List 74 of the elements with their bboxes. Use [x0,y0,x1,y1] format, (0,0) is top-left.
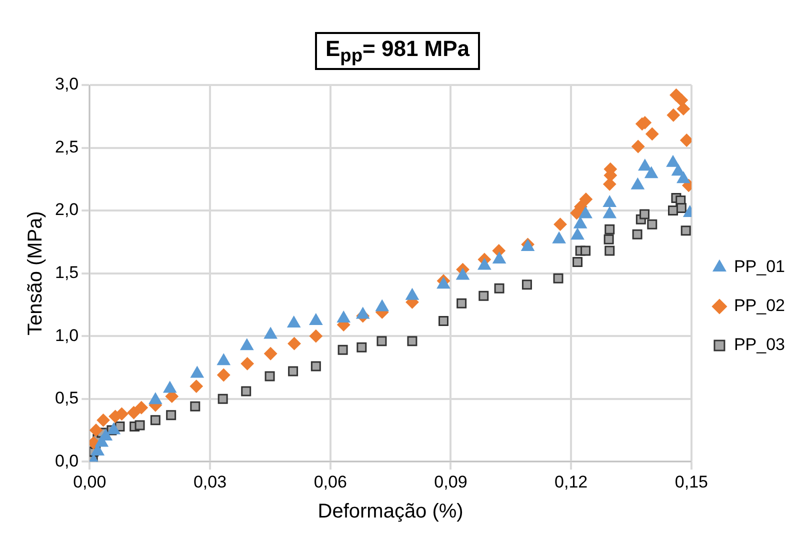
chart-title: E$_{pp}$= 981 MPa [315,32,480,70]
point [572,257,583,267]
point [356,342,367,352]
point [309,314,322,326]
point [674,94,688,107]
point [574,200,588,214]
point [240,357,254,370]
point [264,347,278,360]
x-axis-title: Deformação (%) [318,500,464,523]
point [676,203,686,214]
point [288,366,298,376]
point [494,283,504,294]
point [668,206,678,216]
point [241,386,252,396]
point [647,219,658,230]
point [604,224,615,234]
point [309,330,322,343]
point [632,229,642,240]
point [338,344,348,355]
point [127,406,140,420]
point [264,371,275,382]
point [646,127,659,140]
point [632,140,645,154]
x-tick-label: 0,15 [674,472,708,492]
y-tick-label: 0,0 [54,451,79,470]
point [190,380,203,393]
point [676,102,690,116]
point [604,234,614,244]
point [134,420,145,430]
y-tick-label: 1,0 [54,326,79,345]
point [522,280,532,290]
point [478,290,489,301]
point [90,424,103,437]
point [310,361,321,372]
point [553,273,564,284]
point [554,218,567,231]
point [604,246,615,256]
point [288,337,301,350]
y-axis-title: Tensão (MPa) [24,211,47,336]
point [96,414,110,427]
legend-label: PP_01 [734,257,786,276]
point [680,226,691,236]
point [218,394,228,404]
point [580,246,591,256]
point [456,298,467,308]
point [638,159,652,171]
point [150,415,160,426]
point [217,368,230,382]
point [115,407,128,420]
x-tick-label: 0,00 [73,472,106,492]
y-tick-label: 0,5 [54,388,79,408]
point [666,108,680,122]
y-tick-label: 3,0 [54,74,79,94]
point [376,336,387,346]
point [240,338,254,350]
x-tick-label: 0,12 [554,472,588,492]
point [190,401,200,412]
point [134,401,148,414]
point [407,336,418,346]
y-tick-label: 1,5 [54,262,79,282]
legend-label: PP_02 [734,296,786,316]
y-tick-label: 2,0 [54,200,79,220]
point [436,277,450,289]
point [148,392,162,404]
x-tick-label: 0,09 [434,472,468,492]
point [287,316,300,328]
point [438,316,448,326]
legend-label: PP_03 [734,335,786,354]
x-tick-label: 0,03 [193,472,227,492]
point [640,209,650,220]
point [579,192,592,206]
point [166,410,176,420]
x-tick-label: 0,06 [314,472,347,492]
y-tick-label: 2,5 [54,137,79,156]
